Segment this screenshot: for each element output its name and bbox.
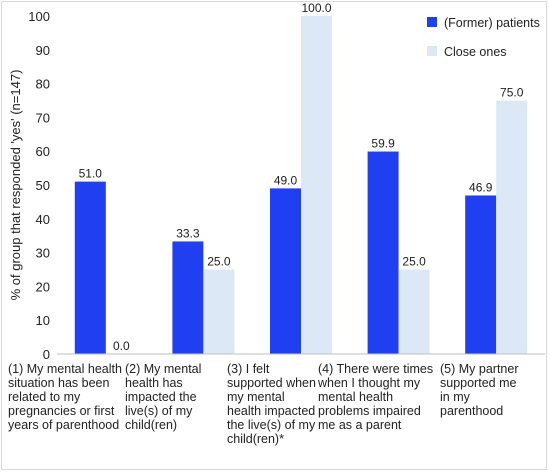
y-tick-label: 100 <box>28 9 50 24</box>
y-tick-label: 50 <box>36 178 50 193</box>
bar-patients-4 <box>367 151 399 354</box>
bar-patients-2 <box>172 241 204 354</box>
bar-close-ones-4 <box>398 269 430 354</box>
data-label: 75.0 <box>500 86 524 100</box>
y-tick-label: 60 <box>36 144 50 159</box>
y-tick-label: 40 <box>36 212 50 227</box>
data-label: 25.0 <box>207 255 231 269</box>
bar-patients-1 <box>74 181 106 354</box>
y-tick-label: 20 <box>36 279 50 294</box>
data-labels: 51.0 0.0 33.3 25.0 49.0 100.0 59.9 25.0 46.9 75.0 <box>79 1 524 353</box>
legend: (Former) patients Close ones <box>427 16 540 59</box>
data-label: 59.9 <box>371 137 395 151</box>
category-label-5: (5) My partner supported me in my parent… <box>440 362 519 418</box>
legend-swatch <box>427 17 437 27</box>
data-label: 25.0 <box>402 255 426 269</box>
y-tick-label: 90 <box>36 43 50 58</box>
y-tick-label: 10 <box>36 313 50 328</box>
data-label: 46.9 <box>469 180 493 194</box>
bar-close-ones-3 <box>301 16 332 354</box>
category-label-3: (3) I felt supported when my mental heal… <box>227 362 316 446</box>
y-tick-label: 80 <box>36 77 50 92</box>
bars <box>74 16 528 354</box>
bar-close-ones-2 <box>203 269 235 354</box>
data-label: 33.3 <box>176 226 200 240</box>
legend-label: Close ones <box>444 45 507 59</box>
y-axis-label: % of group that responded 'yes' (n=147) <box>8 70 23 301</box>
category-label-1: (1) My mental health situation has been … <box>8 362 122 432</box>
data-label: 49.0 <box>274 173 298 187</box>
bar-close-ones-5 <box>496 100 528 354</box>
bar-patients-5 <box>465 195 497 354</box>
y-tick-label: 30 <box>36 246 50 261</box>
y-tick-label: 0 <box>43 347 50 362</box>
category-label-2: (2) My mental health has impacted the li… <box>125 362 202 432</box>
data-label: 0.0 <box>113 339 130 353</box>
y-axis-ticks: 0 10 20 30 40 50 60 70 80 90 100 <box>28 9 50 362</box>
legend-label: (Former) patients <box>444 16 540 30</box>
bar-patients-3 <box>270 188 301 354</box>
category-label-4: (4) There were times when I thought my m… <box>318 362 434 432</box>
data-label: 100.0 <box>301 1 331 15</box>
legend-swatch <box>427 46 437 56</box>
data-label: 51.0 <box>79 167 103 181</box>
y-tick-label: 70 <box>36 110 50 125</box>
